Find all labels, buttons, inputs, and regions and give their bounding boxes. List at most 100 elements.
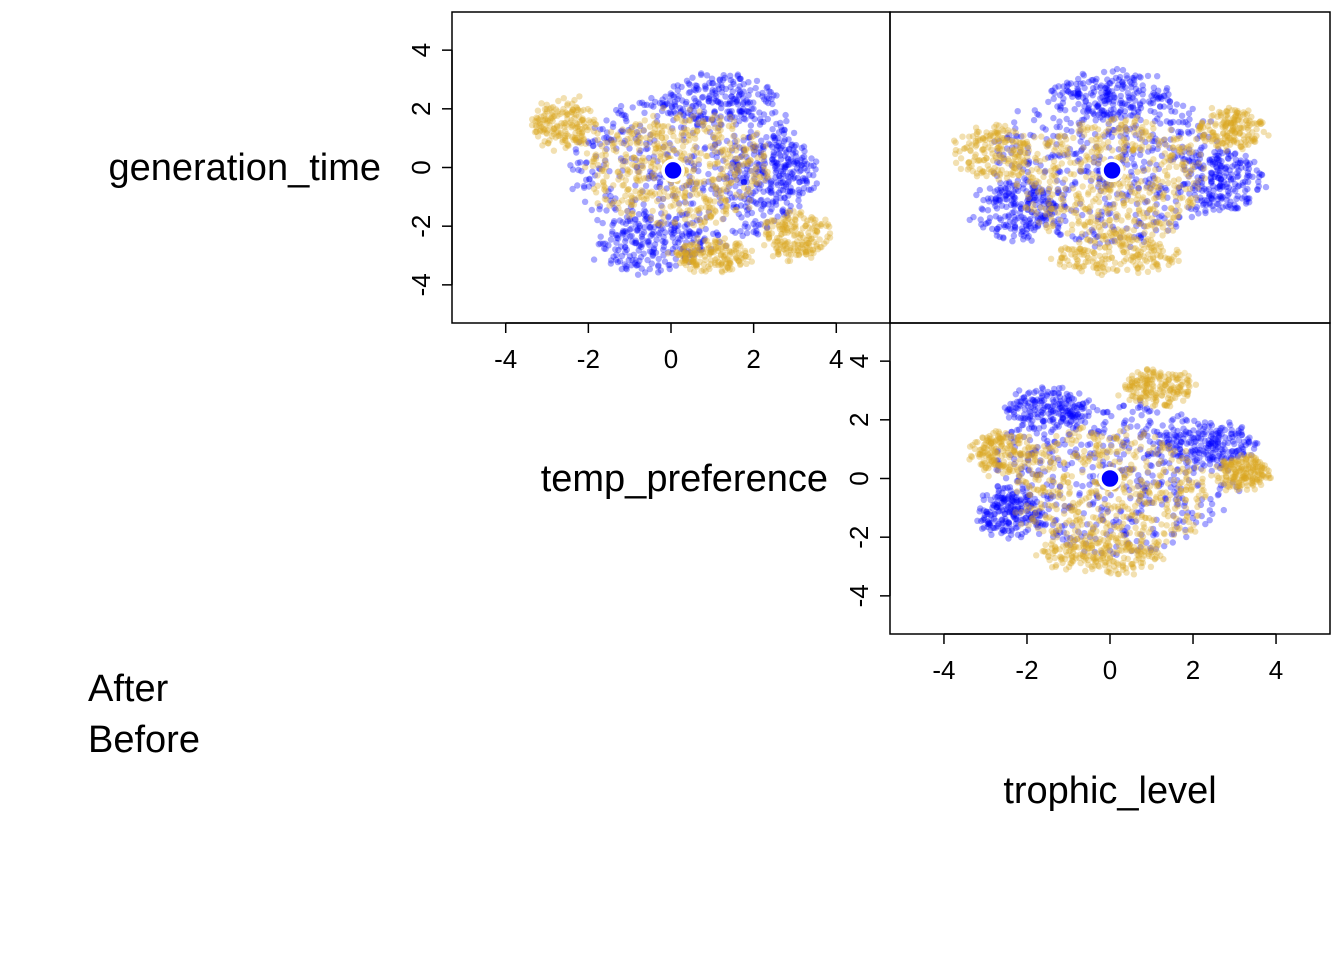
scatter-point bbox=[782, 240, 789, 247]
scatter-point bbox=[1227, 175, 1235, 183]
scatter-point bbox=[784, 229, 791, 236]
scatter-point bbox=[732, 240, 739, 248]
scatter-point bbox=[608, 257, 615, 264]
scatter-point bbox=[1154, 184, 1161, 191]
scatter-point bbox=[792, 152, 800, 160]
scatter-point bbox=[755, 161, 762, 168]
scatter-point bbox=[1122, 235, 1129, 242]
scatter-point bbox=[1102, 418, 1109, 426]
scatter-point bbox=[664, 109, 672, 117]
scatter-point bbox=[703, 214, 710, 221]
scatter-point bbox=[1076, 491, 1083, 499]
scatter-point bbox=[695, 207, 702, 214]
scatter-point bbox=[738, 193, 745, 200]
scatter-point bbox=[1086, 219, 1094, 226]
scatter-point bbox=[660, 143, 667, 151]
scatter-point bbox=[735, 92, 743, 99]
scatter-point bbox=[631, 239, 638, 247]
scatter-point bbox=[1024, 141, 1031, 148]
scatter-point bbox=[656, 178, 664, 186]
scatter-point bbox=[1189, 200, 1197, 207]
scatter-point bbox=[1228, 171, 1235, 178]
scatter-point bbox=[712, 90, 719, 97]
scatter-point bbox=[628, 155, 635, 162]
scatter-point bbox=[685, 89, 693, 97]
scatter-point bbox=[1159, 224, 1167, 231]
scatter-point bbox=[660, 252, 667, 259]
scatter-point bbox=[1148, 222, 1156, 229]
scatter-point bbox=[764, 220, 771, 227]
scatter-point bbox=[610, 120, 617, 127]
scatter-point bbox=[1042, 167, 1049, 175]
scatter-point bbox=[1098, 184, 1106, 192]
scatter-point bbox=[1140, 86, 1147, 94]
scatter-point bbox=[706, 160, 713, 168]
scatter-point bbox=[683, 210, 691, 217]
scatter-point bbox=[1129, 94, 1136, 101]
scatter-point bbox=[714, 160, 721, 167]
scatter-point bbox=[1123, 72, 1130, 79]
scatter-point bbox=[736, 174, 744, 181]
scatter-point bbox=[557, 129, 564, 137]
scatter-point bbox=[1069, 185, 1077, 192]
scatter-point bbox=[1078, 441, 1085, 448]
scatter-point bbox=[1030, 195, 1037, 202]
scatter-point bbox=[1095, 208, 1102, 215]
scatter-point bbox=[992, 196, 999, 204]
scatter-point bbox=[975, 157, 983, 164]
scatter-point bbox=[780, 168, 787, 175]
scatter-point bbox=[618, 265, 625, 273]
scatter-point bbox=[702, 84, 709, 91]
scatter-point bbox=[715, 82, 722, 89]
scatter-point bbox=[686, 81, 693, 88]
scatter-point bbox=[700, 266, 707, 273]
scatter-point bbox=[972, 151, 979, 158]
scatter-point bbox=[1196, 123, 1204, 130]
scatter-point bbox=[1058, 254, 1066, 261]
scatter-point bbox=[777, 241, 784, 249]
scatter-point bbox=[785, 179, 792, 186]
scatter-point bbox=[574, 123, 581, 130]
scatter-point bbox=[1017, 205, 1025, 212]
scatter-point bbox=[795, 161, 802, 168]
scatter-point bbox=[1159, 247, 1167, 255]
scatter-point bbox=[1165, 163, 1173, 171]
scatter-point bbox=[1148, 92, 1155, 100]
scatter-point bbox=[1042, 198, 1049, 205]
scatter-point bbox=[734, 163, 741, 170]
scatter-point bbox=[773, 162, 780, 169]
scatter-point bbox=[677, 109, 684, 116]
scatter-point bbox=[1119, 85, 1126, 92]
scatter-point bbox=[1056, 118, 1063, 125]
scatter-point bbox=[1067, 119, 1074, 127]
scatter-point bbox=[550, 125, 557, 133]
scatter-point bbox=[1142, 223, 1149, 230]
scatter-point bbox=[1089, 228, 1097, 235]
scatter-point bbox=[661, 258, 669, 265]
scatter-point bbox=[635, 211, 643, 218]
scatter-point bbox=[655, 195, 663, 203]
scatter-point bbox=[1031, 226, 1038, 234]
scatter-point bbox=[650, 157, 657, 164]
scatter-point bbox=[1026, 195, 1034, 203]
scatter-point bbox=[1069, 93, 1076, 100]
scatter-point bbox=[671, 239, 679, 246]
scatter-point bbox=[1123, 142, 1131, 149]
scatter-point bbox=[711, 198, 718, 205]
scatter-point bbox=[710, 95, 718, 102]
scatter-point bbox=[579, 125, 586, 133]
scatter-point bbox=[1100, 232, 1108, 240]
scatter-point bbox=[685, 178, 692, 185]
scatter-point bbox=[1224, 188, 1232, 195]
scatter-point bbox=[722, 155, 729, 162]
scatter-point bbox=[1020, 214, 1027, 221]
scatter-point bbox=[1178, 149, 1185, 156]
scatter-point bbox=[1163, 85, 1171, 92]
scatter-point bbox=[1124, 234, 1131, 241]
scatter-point bbox=[792, 213, 799, 220]
scatter-point bbox=[1209, 129, 1217, 136]
scatter-point bbox=[1200, 131, 1208, 138]
scatter-point bbox=[561, 124, 568, 131]
scatter-point bbox=[629, 194, 636, 201]
